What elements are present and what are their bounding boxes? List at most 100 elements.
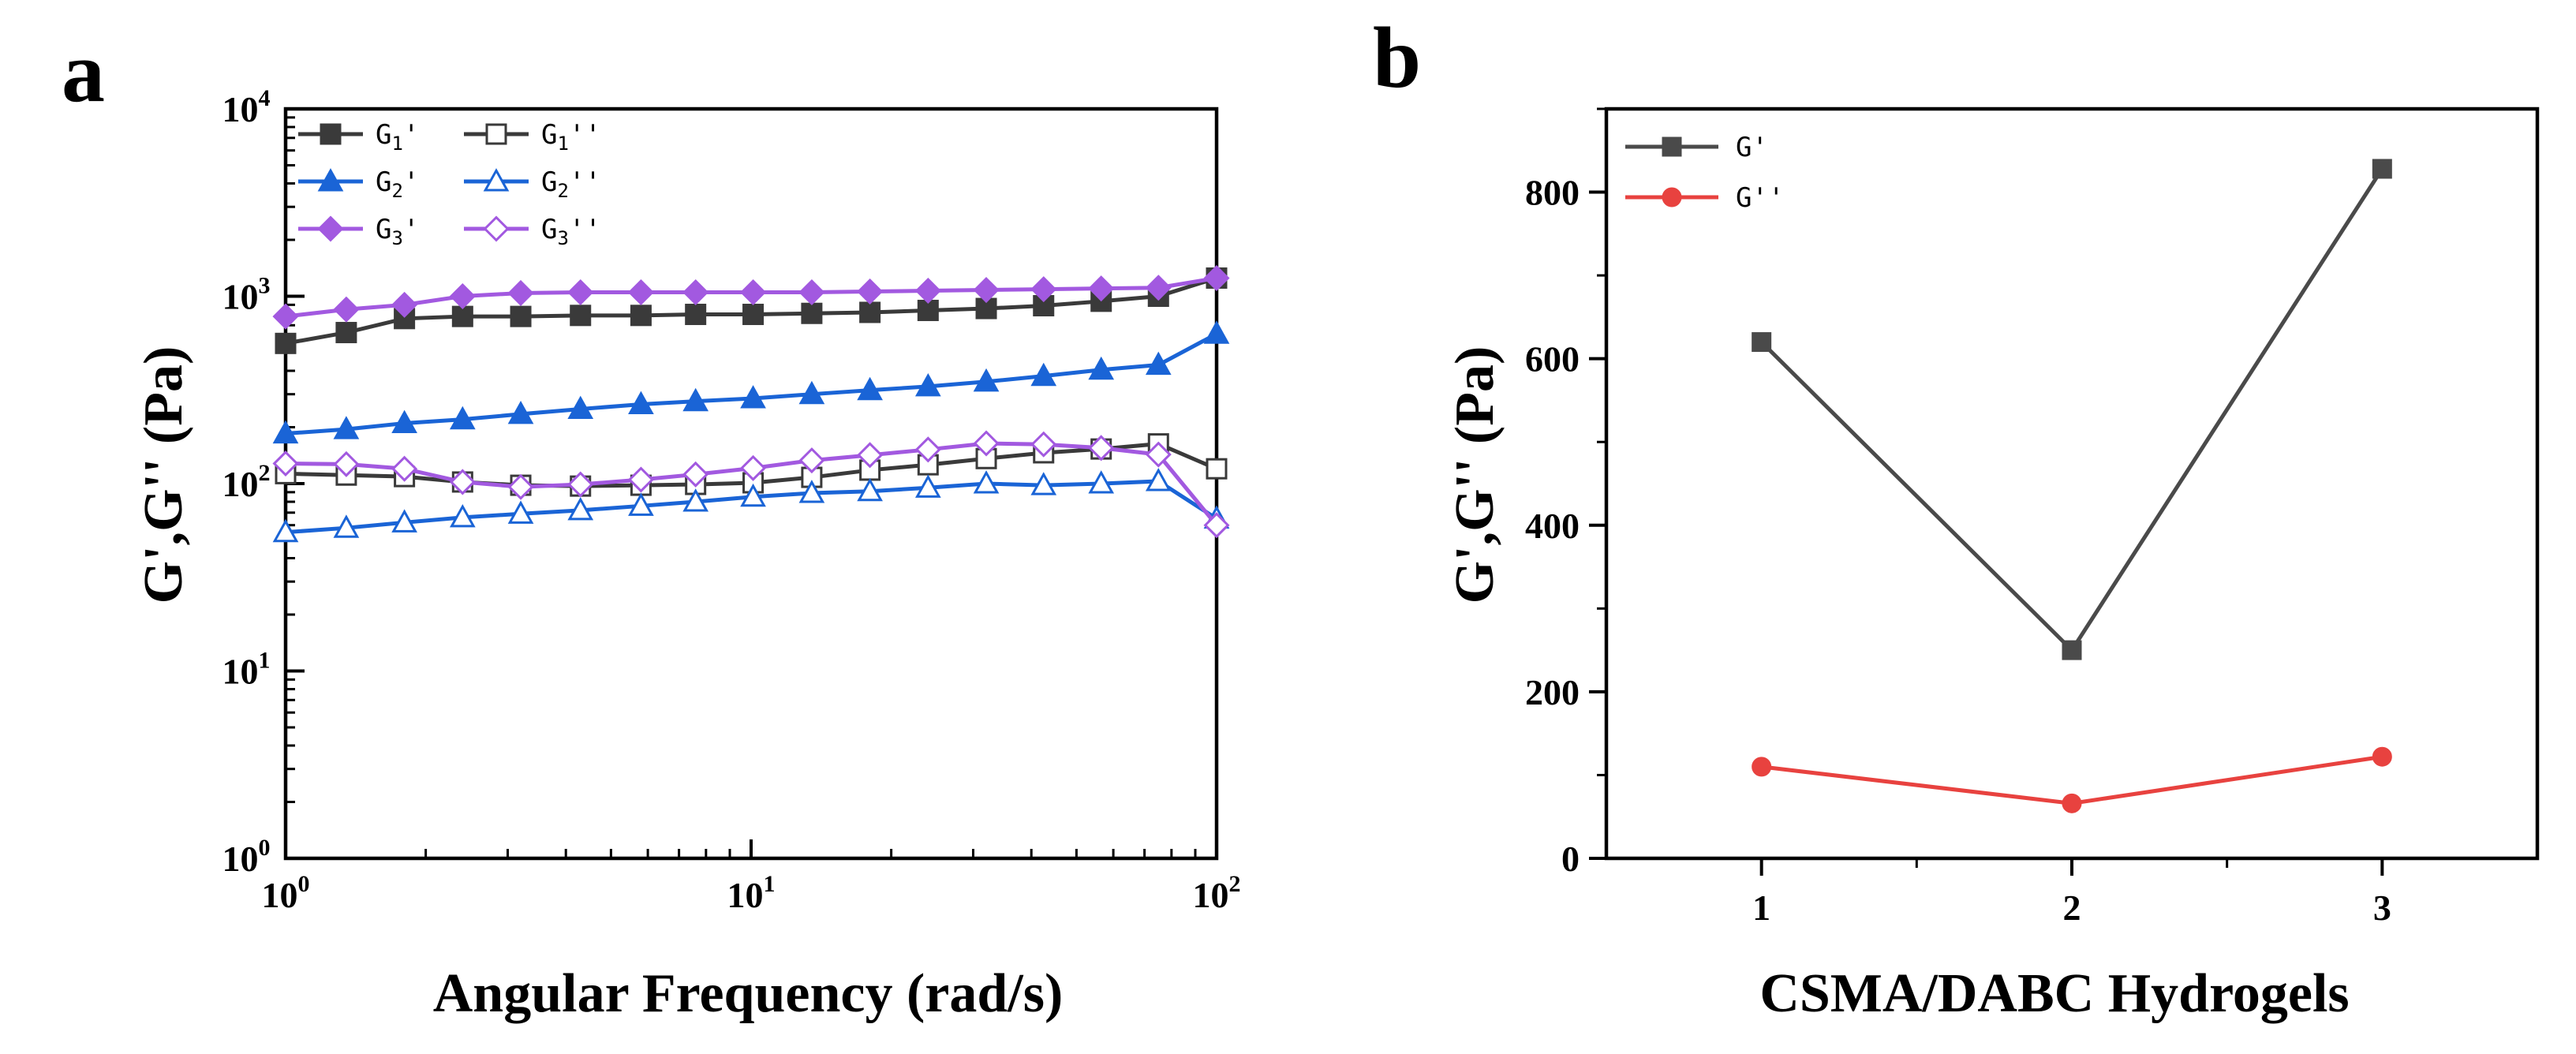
legend-item: G3'' [464, 214, 601, 249]
data-point [1752, 332, 1772, 353]
data-point [1088, 356, 1115, 380]
panel-a: a 100 101 102 100 101 102 103 104 G1' G1'' G2' G2''… [62, 24, 1241, 1024]
data-point [798, 480, 825, 503]
data-point [2062, 793, 2082, 813]
legend-marker [483, 168, 510, 192]
data-point [507, 279, 534, 306]
data-point [449, 469, 476, 495]
panel-a-x-axis-title: Angular Frequency (rad/s) [433, 963, 1064, 1024]
panel-a-series-g3p [272, 264, 1230, 330]
data-point [2372, 159, 2392, 179]
legend-item: G1'' [464, 119, 601, 155]
legend-label: G3'' [541, 214, 601, 249]
data-point [628, 492, 654, 516]
data-point [333, 450, 360, 477]
legend-item: G1' [298, 119, 419, 155]
legend-marker [485, 123, 507, 145]
data-point [567, 395, 594, 420]
data-point [1145, 441, 1172, 468]
data-point [914, 278, 941, 305]
data-point [507, 400, 534, 424]
data-point [1088, 435, 1115, 462]
panel-b-y-tick-label: 400 [1525, 506, 1580, 546]
data-point [333, 514, 360, 538]
panel-b-x-tick-label: 2 [2063, 888, 2081, 928]
panel-b-x-tick-label: 3 [2373, 888, 2391, 928]
panel-b-x-axis-title: CSMA/DABC Hydrogels [1759, 963, 2349, 1024]
data-point [272, 518, 299, 543]
data-point [973, 368, 1000, 392]
data-point [570, 305, 592, 327]
panel-b: b 1 2 3 0 200 400 600 800 G' G'' CSMA/DABC Hydrog… [1373, 9, 2540, 1024]
legend-label: G2'' [541, 166, 601, 202]
panel-b-plot-area: 1 2 3 0 200 400 600 800 G' G'' [1525, 107, 2540, 928]
data-point [449, 503, 476, 528]
data-point [740, 483, 766, 507]
data-point [2372, 746, 2392, 767]
data-point [740, 454, 767, 481]
data-point [627, 278, 654, 305]
data-point [1145, 275, 1172, 301]
panel-a-y-tick-label: 101 [222, 648, 271, 692]
data-point [740, 385, 766, 409]
data-point [857, 442, 884, 469]
legend-marker [317, 215, 344, 242]
panel-b-y-tick-label: 600 [1525, 339, 1580, 379]
legend-marker [483, 215, 510, 242]
panel-a-series-g3pp [272, 430, 1230, 539]
legend-marker [317, 168, 344, 192]
data-point [567, 471, 594, 498]
panel-b-y-tick-label: 800 [1525, 173, 1580, 213]
data-point [975, 297, 997, 320]
data-point [391, 509, 417, 533]
data-point [391, 291, 418, 318]
panel-b-label: b [1373, 9, 1421, 106]
legend-marker [1662, 187, 1682, 207]
legend-label: G' [1736, 132, 1768, 163]
data-point [391, 455, 418, 482]
data-point [333, 296, 360, 323]
series-line [1759, 167, 2384, 654]
legend-label: G3' [376, 214, 419, 249]
data-point [449, 282, 476, 310]
data-point [451, 305, 473, 327]
data-point [1203, 320, 1230, 344]
panel-b-legend: G' G'' [1625, 132, 1784, 214]
panel-b-y-tick-label: 200 [1525, 672, 1580, 712]
data-point [510, 305, 532, 327]
panel-b-series-gp [1752, 159, 2392, 660]
data-point [1752, 757, 1772, 777]
data-point [857, 477, 883, 502]
panel-a-y-tick-label: 100 [222, 835, 271, 879]
panel-a-plot-area: 100 101 102 100 101 102 103 104 G1' G1'' G2' G2'' G3… [222, 85, 1241, 915]
legend-label: G'' [1736, 182, 1784, 214]
panel-b-axes-frame [1604, 107, 2540, 861]
panel-b-series-gpp [1752, 746, 2392, 813]
panel-a-x-tick-label: 100 [262, 871, 310, 915]
panel-b-y-tick-label: 0 [1561, 839, 1580, 879]
legend-marker [1662, 136, 1682, 157]
data-point [973, 430, 1000, 457]
data-point [798, 447, 825, 474]
legend-marker [320, 123, 342, 145]
data-point [1088, 470, 1115, 494]
panel-a-series-g2p [272, 320, 1230, 444]
data-point [272, 420, 299, 444]
data-point [917, 299, 939, 321]
data-point [1030, 472, 1057, 495]
legend-item: G2'' [464, 166, 601, 202]
data-point [682, 387, 709, 412]
data-point [391, 409, 417, 434]
data-point [1030, 276, 1057, 303]
data-point [628, 391, 654, 415]
data-point [798, 380, 825, 405]
legend-item: G3' [298, 214, 419, 249]
series-line [285, 331, 1218, 436]
data-point [507, 500, 534, 524]
panel-a-x-tick-label: 101 [727, 871, 776, 915]
data-point [1203, 264, 1230, 292]
data-point [798, 278, 825, 305]
data-point [507, 473, 534, 500]
data-point [272, 303, 299, 330]
